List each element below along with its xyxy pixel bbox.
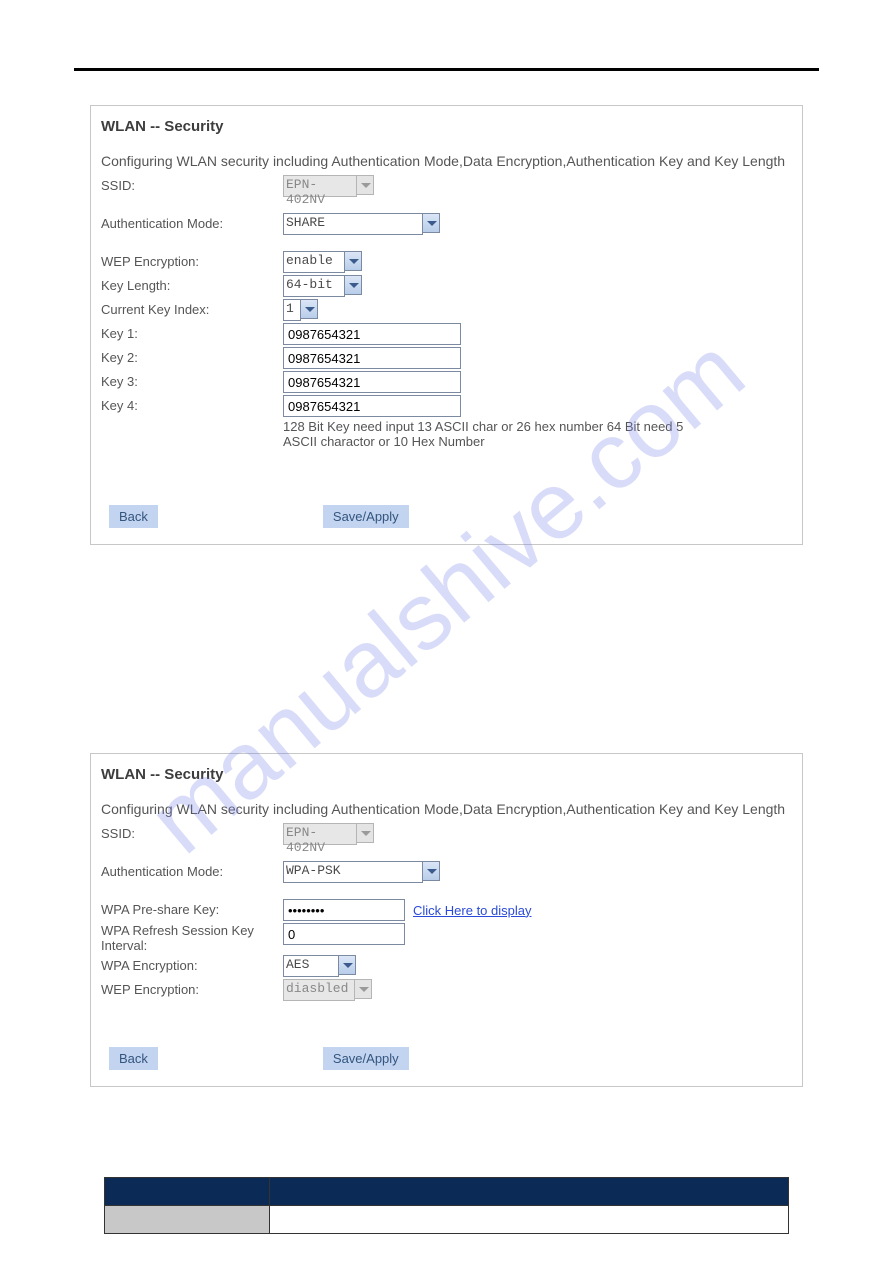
table-header-row xyxy=(105,1178,789,1206)
key4-input[interactable] xyxy=(283,395,461,417)
panel-title: WLAN -- Security xyxy=(101,766,792,783)
table-header-cell xyxy=(105,1178,270,1206)
key-index-select[interactable]: 1 xyxy=(283,299,318,321)
chevron-down-icon xyxy=(344,275,362,295)
wep-encryption-value: diasbled xyxy=(283,979,355,1001)
table-header-cell xyxy=(270,1178,789,1206)
chevron-down-icon xyxy=(356,823,374,843)
table-cell xyxy=(270,1206,789,1234)
wep-encryption-select[interactable]: enable xyxy=(283,251,362,273)
wep-encryption-value: enable xyxy=(283,251,345,273)
key3-label: Key 3: xyxy=(101,371,283,389)
wpa-refresh-input[interactable] xyxy=(283,923,405,945)
ssid-label: SSID: xyxy=(101,823,283,841)
display-key-link[interactable]: Click Here to display xyxy=(413,903,532,918)
key2-input[interactable] xyxy=(283,347,461,369)
key-length-value: 64-bit xyxy=(283,275,345,297)
back-button[interactable]: Back xyxy=(109,505,158,528)
auth-mode-select[interactable]: SHARE xyxy=(283,213,440,235)
auth-mode-label: Authentication Mode: xyxy=(101,213,283,231)
wpa-psk-label: WPA Pre-share Key: xyxy=(101,899,283,917)
wpa-encryption-select[interactable]: AES xyxy=(283,955,356,977)
chevron-down-icon xyxy=(356,175,374,195)
key1-label: Key 1: xyxy=(101,323,283,341)
back-button[interactable]: Back xyxy=(109,1047,158,1070)
chevron-down-icon xyxy=(344,251,362,271)
key-length-label: Key Length: xyxy=(101,275,283,293)
ssid-label: SSID: xyxy=(101,175,283,193)
table-row xyxy=(105,1206,789,1234)
key4-label: Key 4: xyxy=(101,395,283,413)
save-apply-button[interactable]: Save/Apply xyxy=(323,505,409,528)
key1-input[interactable] xyxy=(283,323,461,345)
bottom-table xyxy=(104,1177,789,1234)
panel-title: WLAN -- Security xyxy=(101,118,792,135)
wlan-security-panel-share: WLAN -- Security Configuring WLAN securi… xyxy=(90,105,803,545)
ssid-value: EPN-402NV xyxy=(283,175,357,197)
auth-mode-value: WPA-PSK xyxy=(283,861,423,883)
wpa-encryption-label: WPA Encryption: xyxy=(101,955,283,973)
table-cell xyxy=(105,1206,270,1234)
auth-mode-value: SHARE xyxy=(283,213,423,235)
auth-mode-select[interactable]: WPA-PSK xyxy=(283,861,440,883)
panel-description: Configuring WLAN security including Auth… xyxy=(101,153,792,169)
wpa-psk-input[interactable] xyxy=(283,899,405,921)
key-index-label: Current Key Index: xyxy=(101,299,283,317)
ssid-value: EPN-402NV xyxy=(283,823,357,845)
key3-input[interactable] xyxy=(283,371,461,393)
page-divider xyxy=(74,68,819,71)
wlan-security-panel-wpapsk: WLAN -- Security Configuring WLAN securi… xyxy=(90,753,803,1087)
key2-label: Key 2: xyxy=(101,347,283,365)
chevron-down-icon xyxy=(354,979,372,999)
wpa-refresh-label: WPA Refresh Session Key Interval: xyxy=(101,923,283,953)
wep-encryption-label: WEP Encryption: xyxy=(101,979,283,997)
panel-description: Configuring WLAN security including Auth… xyxy=(101,801,792,817)
chevron-down-icon xyxy=(338,955,356,975)
chevron-down-icon xyxy=(422,213,440,233)
wpa-encryption-value: AES xyxy=(283,955,339,977)
key-length-select[interactable]: 64-bit xyxy=(283,275,362,297)
wep-encryption-label: WEP Encryption: xyxy=(101,251,283,269)
key-hint: 128 Bit Key need input 13 ASCII char or … xyxy=(283,419,703,449)
chevron-down-icon xyxy=(300,299,318,319)
ssid-select: EPN-402NV xyxy=(283,823,374,845)
chevron-down-icon xyxy=(422,861,440,881)
save-apply-button[interactable]: Save/Apply xyxy=(323,1047,409,1070)
wep-encryption-select: diasbled xyxy=(283,979,372,1001)
key-index-value: 1 xyxy=(283,299,301,321)
auth-mode-label: Authentication Mode: xyxy=(101,861,283,879)
ssid-select: EPN-402NV xyxy=(283,175,374,197)
